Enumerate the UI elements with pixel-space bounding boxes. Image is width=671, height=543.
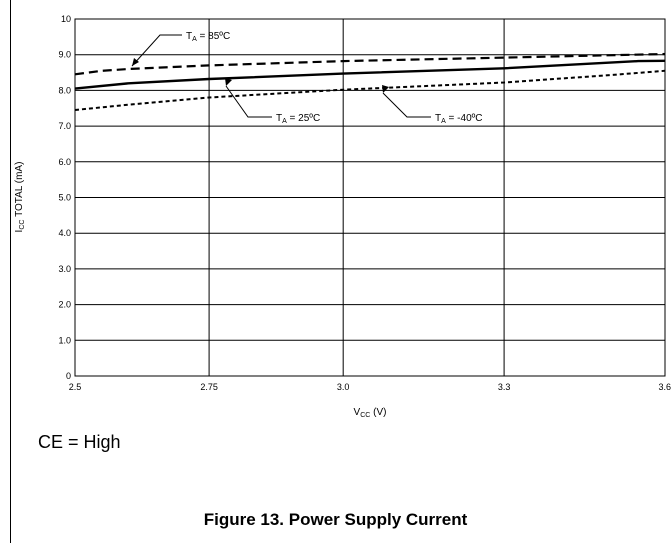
annotation-arrowhead-ta-85: [132, 58, 139, 66]
annotation-arrowhead-ta-25: [225, 78, 232, 86]
series-label-rest: = 85ºC: [197, 31, 230, 42]
y-axis-label: ICC TOTAL (mA): [14, 162, 26, 233]
series-lines: [74, 52, 666, 111]
annotation-leader-ta-m40: [382, 92, 431, 118]
annotation-leader-ta-25: [225, 85, 272, 118]
y-tick-label: 3.0: [58, 264, 71, 274]
test-condition-note: CE = High: [38, 432, 121, 452]
series-label-ta-m40: TA = -40ºC: [435, 113, 483, 125]
series-line-ta-25: [74, 59, 666, 90]
plot-area-border: [74, 18, 666, 377]
series-label-main: T: [276, 113, 282, 124]
y-tick-label: 9.0: [58, 50, 71, 60]
x-tick-labels: 2.5 2.75 3.0 3.3 3.6: [69, 382, 671, 392]
y-tick-label: 0: [66, 371, 71, 381]
series-label-ta-85: TA = 85ºC: [186, 31, 230, 43]
x-tick-label: 3.0: [337, 382, 350, 392]
y-axis-label-rest: TOTAL (mA): [14, 162, 25, 220]
annotation-leader-ta-85: [131, 34, 182, 67]
x-tick-label: 3.6: [658, 382, 671, 392]
annotation-arrowhead-ta-m40: [382, 85, 389, 93]
series-label-sub: A: [441, 118, 446, 125]
y-tick-label: 1.0: [58, 335, 71, 345]
y-axis-label-sub: CC: [19, 220, 26, 230]
y-axis-label-main: I: [14, 230, 25, 233]
y-tick-label: 7.0: [58, 121, 71, 131]
series-label-rest: = 25ºC: [287, 113, 320, 124]
x-tick-label: 2.5: [69, 382, 82, 392]
y-tick-label: 6.0: [58, 157, 71, 167]
x-tick-label: 3.3: [498, 382, 511, 392]
left-border: [10, 0, 11, 543]
y-tick-label: 8.0: [58, 85, 71, 95]
x-axis-label-main: V: [354, 407, 361, 418]
series-label-rest: = -40ºC: [446, 113, 483, 124]
x-axis-label-sub: CC: [360, 412, 370, 419]
power-supply-current-chart: 0 1.0 2.0 3.0 4.0 5.0 6.0 7.0 8.0 9.0 10 2.5 2.75 3.…: [14, 14, 671, 419]
y-tick-label: 2.0: [58, 300, 71, 310]
x-axis-label: VCC (V): [354, 407, 387, 419]
series-label-sub: A: [192, 36, 197, 43]
series-label-main: T: [186, 31, 192, 42]
y-tick-label: 4.0: [58, 228, 71, 238]
series-label-ta-25: TA = 25ºC: [276, 113, 320, 125]
grid: [75, 19, 665, 376]
series-label-main: T: [435, 113, 441, 124]
x-axis-label-rest: (V): [370, 407, 386, 418]
figure-caption: Figure 13. Power Supply Current: [203, 510, 468, 529]
y-tick-labels: 0 1.0 2.0 3.0 4.0 5.0 6.0 7.0 8.0 9.0 10: [58, 14, 71, 381]
series-label-sub: A: [282, 118, 287, 125]
series-line-ta-85: [74, 52, 666, 76]
y-tick-label: 10: [61, 14, 71, 24]
y-tick-label: 5.0: [58, 193, 71, 203]
x-tick-label: 2.75: [200, 382, 218, 392]
series-line-ta-m40: [74, 69, 666, 111]
